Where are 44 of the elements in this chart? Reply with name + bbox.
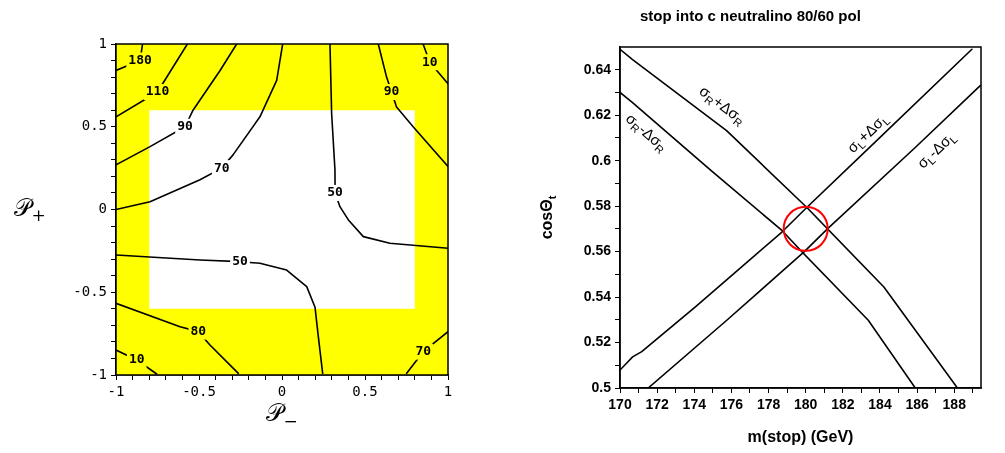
y-tick-label: 0.5 — [81, 117, 107, 134]
annotation: 10 — [128, 351, 145, 367]
x-tick-label: 0 — [277, 383, 287, 400]
y-tick-label: 0.58 — [583, 196, 612, 213]
x-axis-title: 𝒫− — [266, 399, 298, 431]
y-tick-label: -1 — [90, 365, 107, 382]
annotation: 70 — [213, 159, 230, 175]
y-tick-label: 0.52 — [583, 333, 612, 350]
chart-title: stop into c neutralino 80/60 pol — [640, 7, 861, 25]
y-tick-label: -0.5 — [73, 282, 107, 299]
x-tick-label: 1 — [443, 383, 453, 400]
x-tick-label: 186 — [905, 396, 930, 413]
annotation: 50 — [232, 253, 248, 269]
x-tick-label: 188 — [942, 396, 967, 413]
y-tick-label: 0.6 — [591, 151, 612, 168]
y-axis-title: 𝒫+ — [14, 193, 46, 226]
text: σL-ΔσL — [913, 131, 960, 172]
annotation: 50 — [327, 184, 344, 200]
annotation: 90 — [383, 83, 400, 99]
x-tick-label: 182 — [831, 396, 855, 413]
y-tick-label: 0.56 — [583, 242, 612, 259]
x-tick-label: 174 — [682, 396, 707, 413]
x-tick-label: 180 — [794, 396, 818, 413]
y-tick-label: 0.54 — [583, 287, 612, 304]
x-tick-label: 172 — [645, 396, 670, 413]
text: σR+ΔσR — [696, 81, 745, 130]
annotation: 90 — [177, 118, 194, 134]
annotation: 70 — [415, 343, 432, 359]
text: σL+ΔσL — [843, 113, 893, 157]
x-tick-label: 0.5 — [352, 383, 378, 400]
y-axis-title: cosΘt — [538, 195, 558, 240]
text: σR-ΔσR — [622, 109, 667, 157]
y-tick-label: 0 — [98, 200, 107, 217]
x-tick-label: 184 — [868, 396, 892, 413]
x-tick-label: 176 — [719, 396, 744, 413]
x-axis-title: m(stop) (GeV) — [747, 428, 854, 446]
y-tick-label: 1 — [98, 34, 107, 51]
y-tick-label: 0.62 — [583, 106, 612, 123]
x-tick-label: 170 — [608, 396, 632, 413]
y-tick-label: 0.64 — [583, 60, 612, 77]
annotation: 80 — [190, 323, 207, 339]
x-tick-label: -0.5 — [182, 383, 216, 400]
x-tick-label: 178 — [756, 396, 781, 413]
annotation: 10 — [421, 53, 438, 69]
